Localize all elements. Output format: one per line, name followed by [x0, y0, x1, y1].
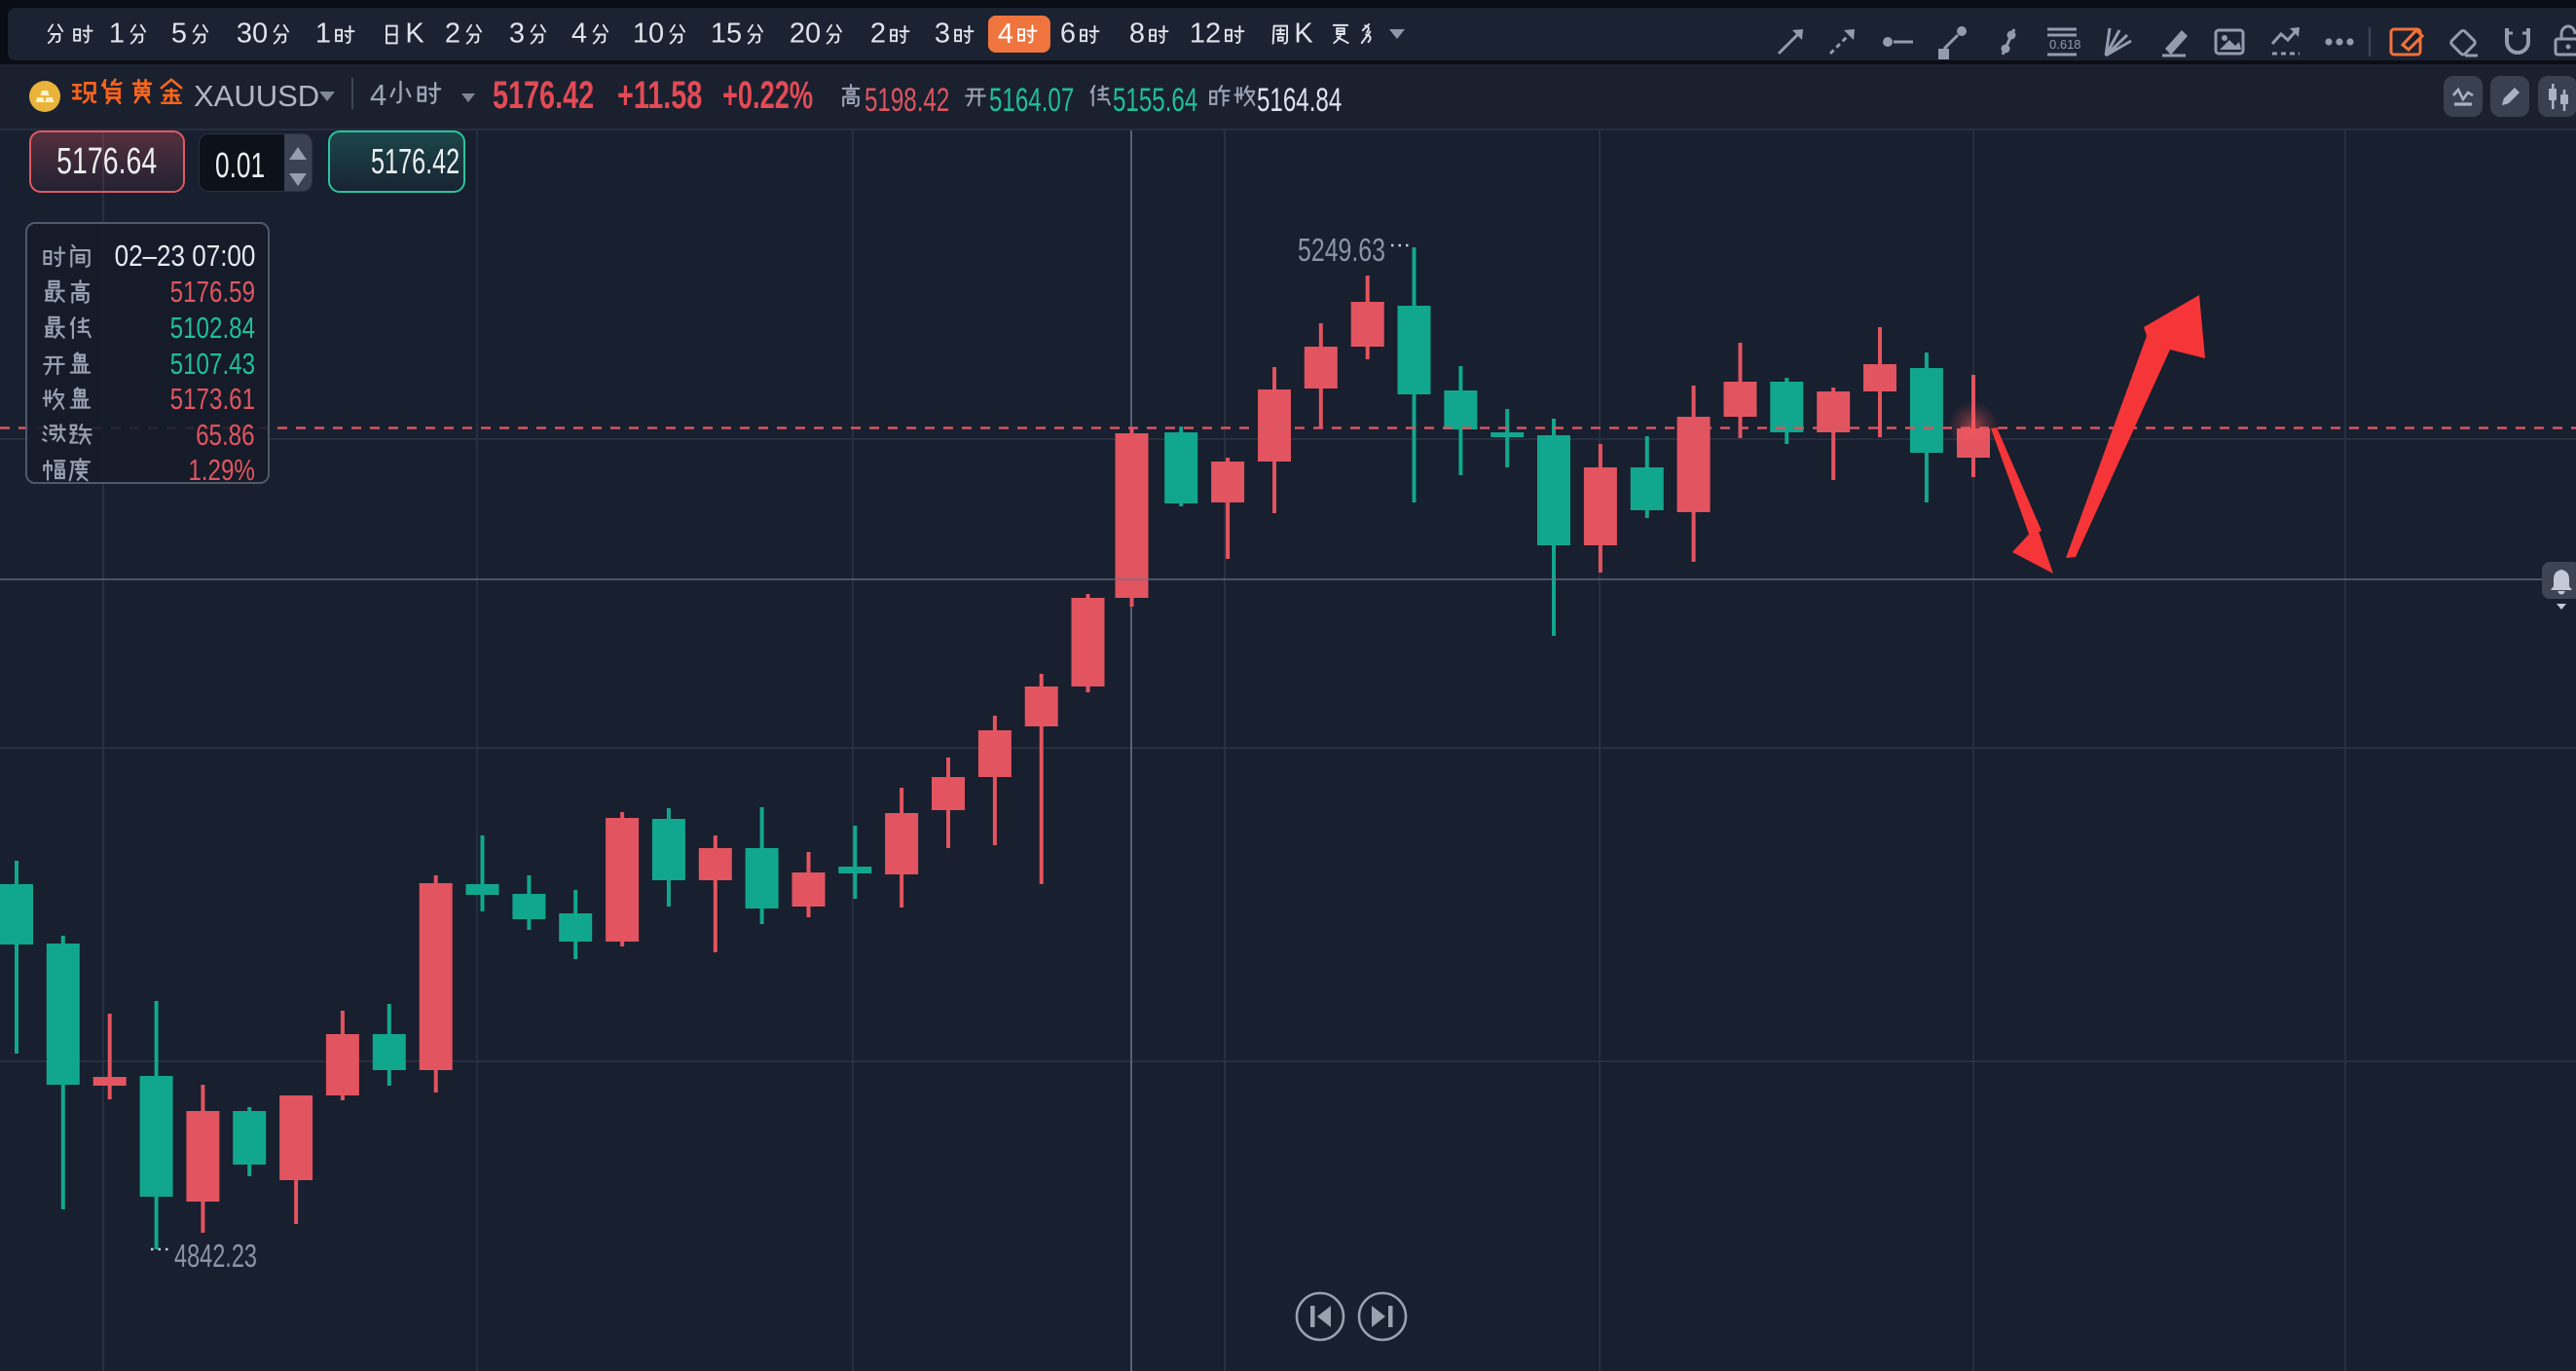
svg-text:4842.23: 4842.23 [174, 1238, 257, 1274]
svg-text:5249.63: 5249.63 [1298, 232, 1385, 268]
svg-text:0.618: 0.618 [2049, 37, 2081, 52]
